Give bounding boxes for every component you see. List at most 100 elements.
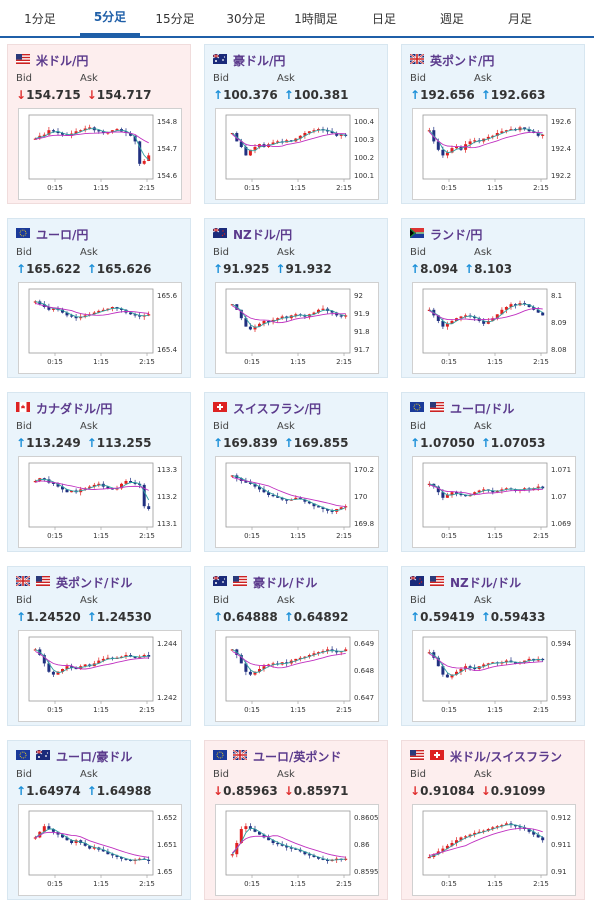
candle-body	[536, 133, 540, 136]
pair-name[interactable]: ユーロ/ドル	[450, 401, 515, 416]
rate-card[interactable]: ユーロ/円 Bid Ask ↑165.622 ↑165.626 165.6 165.4 0:1…	[7, 218, 191, 378]
rate-card[interactable]: ユーロ/英ポンド Bid Ask ↓0.85963 ↓0.85971 0.8605 0.86…	[204, 740, 388, 900]
candle-body	[129, 312, 133, 315]
candlestick-chart[interactable]: 92 91.9 91.8 91.7 0:15 1:15 2:15	[215, 282, 379, 374]
pair-title[interactable]: NZドル/ドル	[410, 575, 522, 590]
pair-name[interactable]: ユーロ/円	[36, 227, 89, 242]
pair-title[interactable]: NZドル/円	[213, 227, 293, 242]
candlestick-chart[interactable]: 1.071 1.07 1.069 0:15 1:15 2:15	[412, 456, 576, 548]
rate-card[interactable]: 米ドル/円 Bid Ask ↓154.715 ↓154.717 154.8 154.7 154…	[7, 44, 191, 204]
tab-5min[interactable]: 5分足	[80, 0, 140, 36]
candle-body	[441, 321, 445, 327]
candle-body	[312, 130, 316, 132]
pair-title[interactable]: ユーロ/英ポンド	[213, 749, 342, 764]
rate-card[interactable]: ユーロ/ドル Bid Ask ↑1.07050 ↑1.07053 1.071 1.07 1.0…	[401, 392, 585, 552]
candle-body	[110, 307, 114, 309]
candle-body	[312, 503, 316, 507]
pair-title[interactable]: 英ポンド/円	[410, 53, 495, 68]
bid-value: 154.715	[26, 88, 81, 102]
pair-name[interactable]: 米ドル/円	[36, 53, 89, 68]
pair-title[interactable]: 豪ドル/ドル	[213, 575, 318, 590]
candlestick-chart[interactable]: 100.4 100.3 100.2 100.1 0:15 1:15 2:15	[215, 108, 379, 200]
x-tick-label: 0:15	[244, 880, 260, 888]
pair-title[interactable]: ユーロ/円	[16, 227, 89, 242]
candlestick-chart[interactable]: 8.1 8.09 8.08 0:15 1:15 2:15	[412, 282, 576, 374]
tab-15min[interactable]: 15分足	[155, 11, 195, 26]
candlestick-chart[interactable]: 0.8605 0.86 0.8595 0:15 1:15 2:15	[215, 804, 379, 896]
pair-name[interactable]: NZドル/ドル	[450, 575, 522, 590]
rate-card[interactable]: 豪ドル/円 Bid Ask ↑100.376 ↑100.381 100.4 100.3 100…	[204, 44, 388, 204]
pair-title[interactable]: ユーロ/豪ドル	[16, 749, 133, 764]
bid-label: Bid	[213, 247, 229, 258]
pair-title[interactable]: 米ドル/スイスフラン	[410, 749, 563, 764]
rate-card[interactable]: NZドル/円 Bid Ask ↑91.925 ↑91.932 92 91.9 91.8 91.7…	[204, 218, 388, 378]
rate-card[interactable]: NZドル/ドル Bid Ask ↑0.59419 ↑0.59433 0.594 0.593 0…	[401, 566, 585, 726]
candle-body	[276, 843, 280, 845]
candle-body	[253, 147, 257, 150]
candle-body	[42, 655, 46, 664]
x-tick-label: 2:15	[336, 706, 352, 714]
ask-label: Ask	[277, 247, 295, 258]
pair-name[interactable]: 英ポンド/円	[430, 53, 495, 68]
tab-1min[interactable]: 1分足	[24, 11, 56, 26]
candlestick-chart[interactable]: 1.244 1.242 0:15 1:15 2:15	[18, 630, 182, 722]
tab-30min[interactable]: 30分足	[226, 11, 266, 26]
pair-name[interactable]: 豪ドル/円	[233, 53, 286, 68]
pair-name[interactable]: カナダドル/円	[36, 401, 113, 416]
candle-body	[129, 133, 133, 136]
candlestick-chart[interactable]: 0.912 0.911 0.91 0:15 1:15 2:15	[412, 804, 576, 896]
candlestick-chart[interactable]: 1.652 1.651 1.65 0:15 1:15 2:15	[18, 804, 182, 896]
candlestick-chart[interactable]: 170.2 170 169.8 0:15 1:15 2:15	[215, 456, 379, 548]
price-values: ↑0.59419 ↑0.59433	[410, 610, 545, 624]
price-values: ↑1.07050 ↑1.07053	[410, 436, 545, 450]
x-tick-label: 2:15	[336, 532, 352, 540]
rate-card[interactable]: 英ポンド/ドル Bid Ask ↑1.24520 ↑1.24530 1.244 1.242 0…	[7, 566, 191, 726]
rate-card[interactable]: ランド/円 Bid Ask ↑8.094 ↑8.103 8.1 8.09 8.08 0:15 1:…	[401, 218, 585, 378]
x-tick-label: 1:15	[93, 184, 109, 192]
x-tick-label: 2:15	[533, 706, 549, 714]
rate-card[interactable]: スイスフラン/円 Bid Ask ↑169.839 ↑169.855 170.2 170 16…	[204, 392, 388, 552]
pair-name[interactable]: NZドル/円	[233, 227, 293, 242]
pair-title[interactable]: 英ポンド/ドル	[16, 575, 133, 590]
x-tick-label: 0:15	[441, 706, 457, 714]
candle-body	[523, 303, 527, 305]
pair-title[interactable]: 豪ドル/円	[213, 53, 286, 68]
candlestick-chart[interactable]: 0.649 0.648 0.647 0:15 1:15 2:15	[215, 630, 379, 722]
pair-name[interactable]: ランド/円	[430, 227, 483, 242]
tab-1hour[interactable]: 1時間足	[294, 11, 338, 26]
candlestick-chart[interactable]: 154.8 154.7 154.6 0:15 1:15 2:15	[18, 108, 182, 200]
candlestick-chart[interactable]: 192.6 192.4 192.2 0:15 1:15 2:15	[412, 108, 576, 200]
pair-title[interactable]: ユーロ/ドル	[410, 401, 515, 416]
rate-card[interactable]: 英ポンド/円 Bid Ask ↑192.656 ↑192.663 192.6 192.4 19…	[401, 44, 585, 204]
rate-card[interactable]: 豪ドル/ドル Bid Ask ↑0.64888 ↑0.64892 0.649 0.648 0.…	[204, 566, 388, 726]
candle-body	[56, 483, 60, 487]
rate-card[interactable]: 米ドル/スイスフラン Bid Ask ↓0.91084 ↓0.91099 0.912 0.9…	[401, 740, 585, 900]
pair-name[interactable]: 米ドル/スイスフラン	[450, 749, 563, 764]
pair-name[interactable]: ユーロ/英ポンド	[253, 749, 342, 764]
pair-title[interactable]: ランド/円	[410, 227, 483, 242]
candle-body	[239, 309, 243, 319]
candle-body	[120, 308, 123, 310]
pair-name[interactable]: スイスフラン/円	[233, 401, 322, 416]
rate-card[interactable]: カナダドル/円 Bid Ask ↑113.249 ↑113.255 113.3 113.2 1…	[7, 392, 191, 552]
pair-name[interactable]: 豪ドル/ドル	[253, 575, 318, 590]
pair-title[interactable]: スイスフラン/円	[213, 401, 322, 416]
pair-title[interactable]: 米ドル/円	[16, 53, 89, 68]
candle-body	[445, 674, 449, 678]
candlestick-chart[interactable]: 165.6 165.4 0:15 1:15 2:15	[18, 282, 182, 374]
x-tick-label: 2:15	[139, 706, 155, 714]
flag-ch-icon	[213, 401, 227, 415]
x-tick-label: 1:15	[487, 880, 503, 888]
pair-name[interactable]: 英ポンド/ドル	[56, 575, 133, 590]
rate-card[interactable]: ユーロ/豪ドル Bid Ask ↑1.64974 ↑1.64988 1.652 1.651 1…	[7, 740, 191, 900]
candlestick-chart[interactable]: 0.594 0.593 0:15 1:15 2:15	[412, 630, 576, 722]
candle-body	[307, 131, 311, 133]
candlestick-chart[interactable]: 113.3 113.2 113.1 0:15 1:15 2:15	[18, 456, 182, 548]
candle-body	[330, 310, 334, 313]
tab-daily[interactable]: 日足	[371, 11, 396, 26]
tab-weekly[interactable]: 週足	[439, 11, 464, 26]
tab-monthly[interactable]: 月足	[507, 11, 532, 26]
pair-name[interactable]: ユーロ/豪ドル	[56, 749, 133, 764]
candle-body	[65, 666, 69, 669]
pair-title[interactable]: カナダドル/円	[16, 401, 113, 416]
